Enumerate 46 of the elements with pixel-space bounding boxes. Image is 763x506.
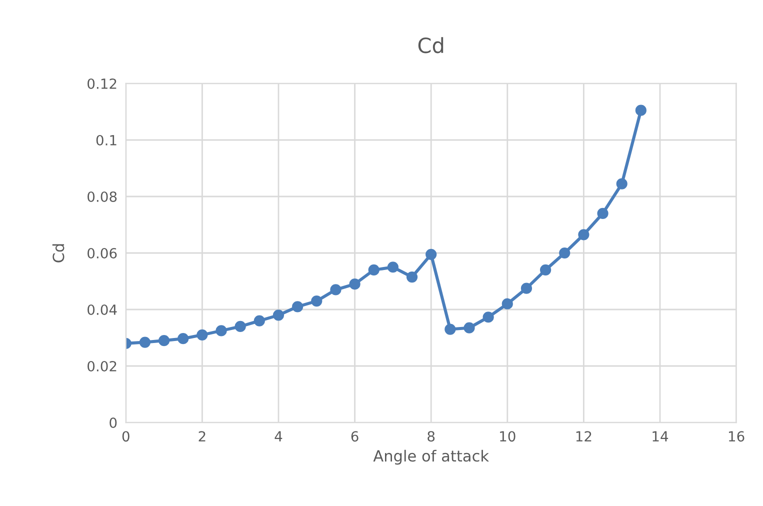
point (254, 315, 265, 326)
x-tick-label: 16 (728, 431, 744, 442)
y-axis-title: Cd (52, 244, 64, 262)
y-tick-label: 0.08 (88, 191, 117, 202)
point (635, 104, 646, 116)
point (502, 298, 513, 310)
chart-title: Cd (418, 37, 444, 54)
y-tick-label: 0.12 (88, 78, 116, 89)
point (330, 284, 342, 296)
x-tick-label: 2 (198, 431, 206, 442)
point (311, 295, 322, 307)
point (616, 178, 628, 190)
x-tick-label: 12 (576, 431, 592, 442)
point (196, 329, 208, 340)
point (597, 208, 608, 220)
y-tick-label: 0.1 (96, 134, 116, 146)
point (464, 322, 475, 334)
point (387, 262, 398, 273)
x-tick-label: 4 (274, 431, 282, 442)
y-tick-label: 0.02 (88, 360, 116, 372)
point (520, 282, 532, 294)
point (482, 312, 494, 323)
point (292, 301, 304, 312)
x-tick-label: 6 (351, 431, 358, 442)
point (234, 320, 246, 332)
y-tick-label: 0.06 (88, 248, 117, 258)
point (578, 229, 590, 240)
x-tick-label: 14 (652, 431, 668, 442)
point (540, 264, 552, 276)
y-tick-label: 0.04 (88, 304, 117, 315)
point (158, 335, 170, 346)
point (216, 325, 227, 336)
point (559, 247, 570, 259)
point (426, 248, 437, 260)
point (272, 310, 284, 321)
point (444, 324, 456, 335)
point (178, 333, 189, 344)
x-tick-label: 8 (428, 431, 435, 442)
point (406, 271, 418, 283)
x-tick-label: 10 (500, 431, 516, 442)
x-tick-label: 0 (122, 431, 130, 442)
y-tick-label: 0 (110, 417, 117, 428)
point (139, 336, 151, 348)
point (368, 264, 380, 276)
x-axis-title: Angle of attack (373, 450, 489, 465)
point (349, 278, 360, 290)
